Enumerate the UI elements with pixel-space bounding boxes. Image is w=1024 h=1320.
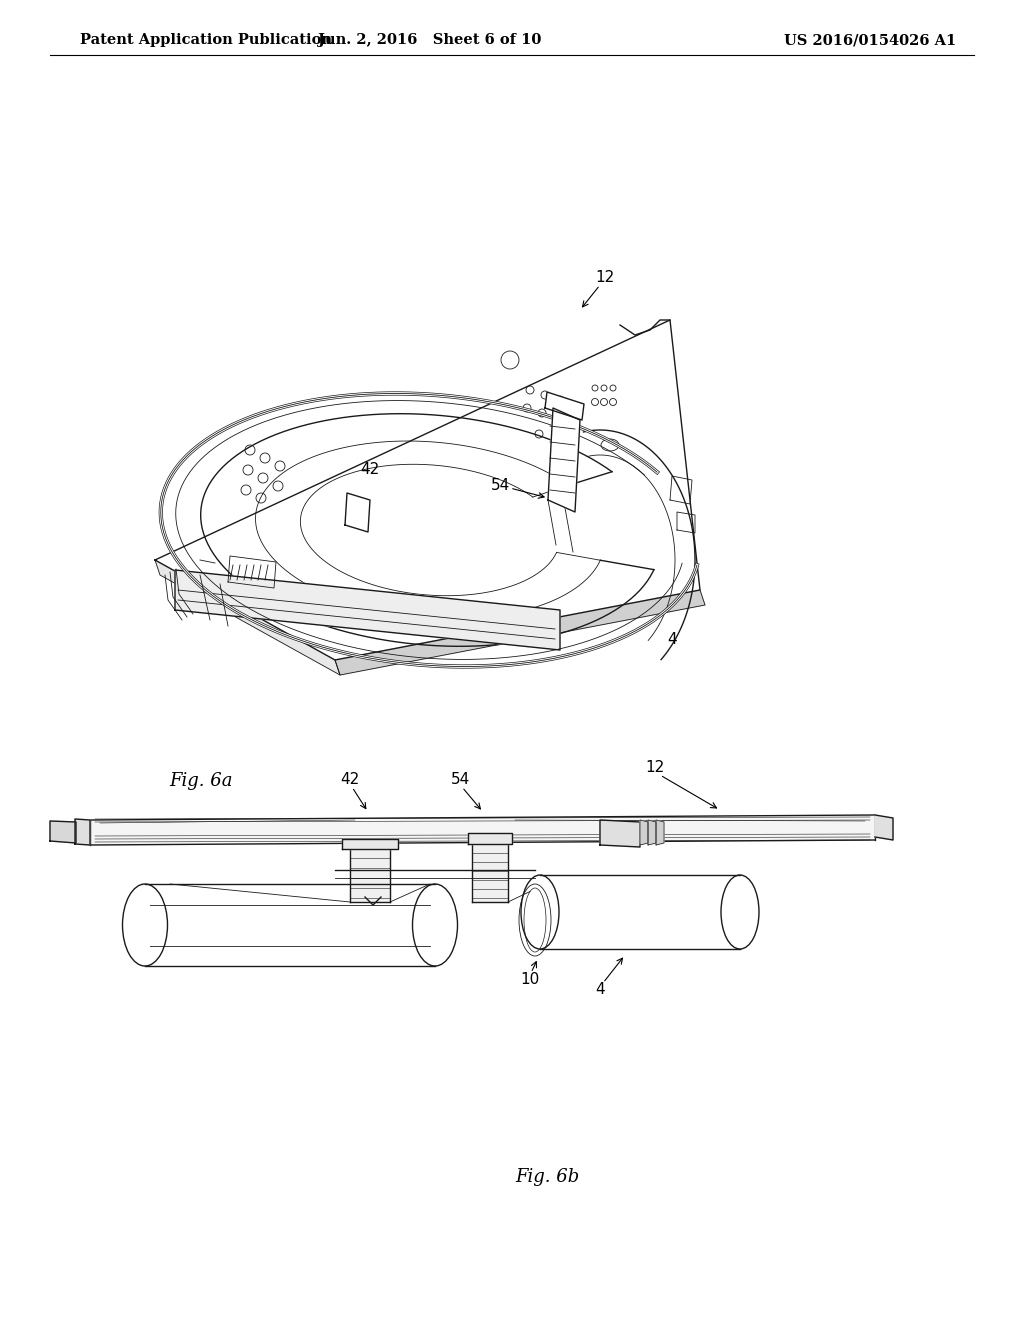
Polygon shape [342,840,398,849]
Text: Patent Application Publication: Patent Application Publication [80,33,332,48]
Polygon shape [540,875,740,949]
Polygon shape [345,492,370,532]
Text: 4: 4 [668,632,677,648]
Polygon shape [468,833,512,843]
Text: Fig. 6b: Fig. 6b [516,1168,580,1187]
Ellipse shape [413,884,458,966]
Polygon shape [90,814,874,845]
Text: 10: 10 [520,973,540,987]
Ellipse shape [521,875,559,949]
Polygon shape [145,884,435,966]
Polygon shape [874,814,893,840]
Polygon shape [335,590,705,675]
Text: 42: 42 [340,772,359,788]
Polygon shape [75,818,90,845]
Ellipse shape [721,875,759,949]
Text: 54: 54 [451,772,470,788]
Polygon shape [155,560,340,675]
Ellipse shape [123,884,168,966]
Polygon shape [545,392,584,420]
Text: Jun. 2, 2016   Sheet 6 of 10: Jun. 2, 2016 Sheet 6 of 10 [318,33,542,48]
Text: 12: 12 [595,271,614,285]
Polygon shape [548,408,580,512]
Text: US 2016/0154026 A1: US 2016/0154026 A1 [784,33,956,48]
Text: 42: 42 [360,462,380,478]
Polygon shape [350,847,390,902]
Polygon shape [640,820,648,845]
Polygon shape [175,570,560,649]
Polygon shape [600,820,640,847]
Text: 12: 12 [645,760,665,776]
Polygon shape [656,820,664,845]
Polygon shape [648,820,656,845]
Text: 54: 54 [490,478,510,492]
Polygon shape [472,842,508,902]
Text: 4: 4 [595,982,605,998]
Polygon shape [155,319,700,660]
Text: Fig. 6a: Fig. 6a [169,772,232,791]
Polygon shape [50,821,76,843]
